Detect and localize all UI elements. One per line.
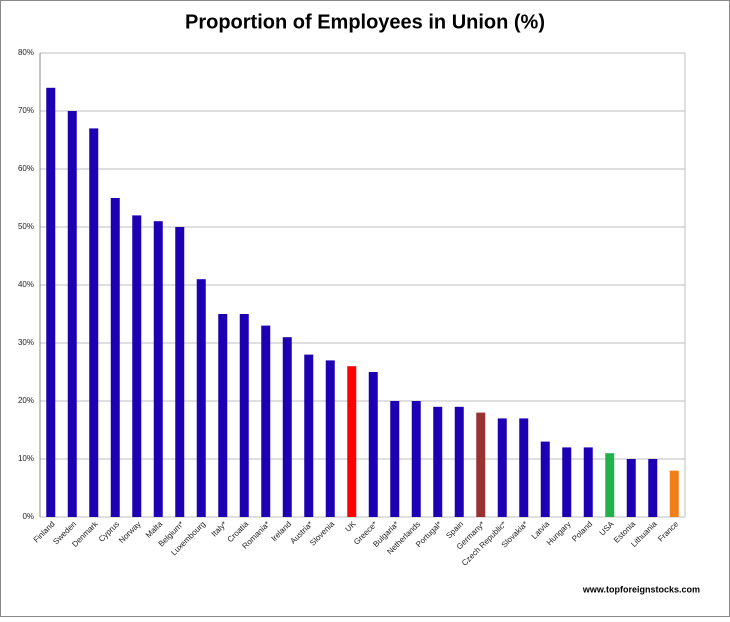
bar xyxy=(282,337,292,517)
bar xyxy=(519,418,529,517)
bar xyxy=(368,372,378,517)
bar xyxy=(648,459,658,517)
bar xyxy=(175,227,185,517)
bar xyxy=(89,128,99,517)
bar xyxy=(476,412,486,517)
bar xyxy=(433,406,443,517)
bar xyxy=(497,418,507,517)
bar xyxy=(304,354,314,517)
bar xyxy=(67,111,77,517)
bar xyxy=(239,314,249,517)
bar xyxy=(562,447,572,517)
bar xyxy=(454,406,464,517)
bar xyxy=(583,447,593,517)
bar xyxy=(46,87,56,518)
bar xyxy=(153,221,163,517)
bar xyxy=(196,279,206,517)
bar xyxy=(110,198,120,517)
bar xyxy=(325,360,335,517)
y-tick-label: 70% xyxy=(18,106,34,115)
bar xyxy=(218,314,228,517)
y-tick-label: 30% xyxy=(18,338,34,347)
bar xyxy=(411,401,421,517)
y-tick-label: 0% xyxy=(22,512,34,521)
bar xyxy=(390,401,400,517)
y-tick-label: 40% xyxy=(18,280,34,289)
bar xyxy=(132,215,142,517)
chart-title: Proportion of Employees in Union (%) xyxy=(185,11,545,33)
bar xyxy=(540,441,550,517)
bar xyxy=(261,325,271,517)
bar xyxy=(626,459,636,517)
y-tick-label: 60% xyxy=(18,164,34,173)
y-tick-label: 20% xyxy=(18,396,34,405)
y-tick-label: 80% xyxy=(18,48,34,57)
source: www.topforeignstocks.com xyxy=(582,584,700,594)
bar xyxy=(669,470,679,517)
bar xyxy=(347,366,357,517)
y-tick-label: 50% xyxy=(18,222,34,231)
y-tick-label: 10% xyxy=(18,454,34,463)
bar xyxy=(605,453,615,517)
